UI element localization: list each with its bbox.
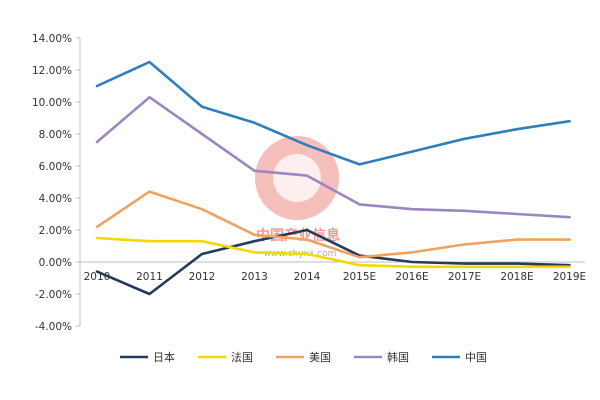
legend-label-1: 法国: [231, 350, 253, 364]
legend-label-4: 中国: [465, 351, 487, 364]
x-tick-label: 2012: [189, 271, 216, 283]
x-axis: 2010 2011 2012 2013 2014 2015E 2016E 2017E 2018E…: [80, 261, 586, 283]
legend-label-0: 日本: [153, 350, 175, 364]
legend-label-3: 韩国: [387, 350, 409, 364]
y-tick-label: -2.00%: [35, 289, 72, 301]
legend: 日本 法国 美国 韩国 中国: [120, 350, 487, 364]
watermark-text: 中国产业信息: [256, 227, 340, 244]
y-tick-label: 14.00%: [32, 33, 72, 45]
series-line-3: [95, 95, 571, 219]
y-tick-label: 10.00%: [32, 97, 72, 109]
y-tick-label: 8.00%: [39, 129, 72, 141]
x-tick-label: 2019E: [553, 271, 586, 283]
y-tick-label: 6.00%: [39, 161, 72, 173]
watermark-logo-inner: [273, 154, 321, 202]
series-line-2: [95, 190, 571, 259]
x-tick-label: 2016E: [395, 271, 428, 283]
y-tick-label: 0.00%: [39, 257, 72, 269]
y-axis: -4.00% -2.00% 0.00% 2.00% 4.00% 6.00% 8.00% 10.…: [32, 33, 81, 333]
x-tick-label: 2017E: [448, 271, 481, 283]
y-tick-label: 2.00%: [39, 225, 72, 237]
x-tick-label: 2013: [241, 271, 268, 283]
series-line-0: [95, 228, 571, 296]
series-layer: [95, 60, 571, 296]
y-tick-label: 12.00%: [32, 65, 72, 77]
series-line-1: [95, 236, 571, 269]
x-tick-label: 2018E: [500, 271, 533, 283]
legend-label-2: 美国: [309, 351, 331, 364]
series-line-4: [95, 60, 571, 166]
x-tick-label: 2014: [294, 271, 321, 283]
y-tick-label: -4.00%: [35, 321, 72, 333]
x-tick-label: 2015E: [343, 271, 376, 283]
y-tick-label: 4.00%: [39, 193, 72, 205]
x-tick-label: 2011: [136, 271, 163, 283]
